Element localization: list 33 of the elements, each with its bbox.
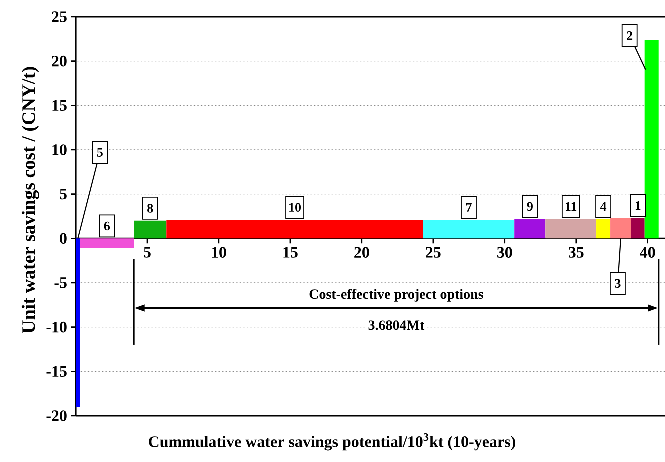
annotation: 10 [290, 203, 302, 212]
x-tick-label: 40 [640, 247, 656, 258]
annotation: 8 [148, 204, 154, 213]
x-tick-label: 10 [212, 247, 226, 258]
annotation: 9 [527, 202, 533, 212]
y-tick-label: -15 [46, 366, 67, 378]
annotation: 7 [466, 203, 472, 212]
annotation: Cost-effective project options [310, 289, 484, 302]
annotation: 3 [615, 279, 621, 288]
annotation: 5 [97, 148, 103, 157]
x-tick-label: 25 [426, 247, 441, 258]
y-tick-label: 0 [60, 233, 67, 244]
y-tick-label: 5 [60, 189, 67, 200]
annotation: 6 [104, 222, 110, 231]
y-tick-label: 25 [52, 12, 67, 22]
y-tick-label: 15 [52, 100, 67, 112]
x-tick-label: 5 [144, 247, 151, 258]
y-tick-label: 20 [52, 56, 67, 67]
annotation: 11 [566, 202, 577, 211]
y-tick-label: 10 [52, 144, 67, 156]
annotation: 2 [627, 32, 633, 40]
x-axis-title: Cummulative water savings potential/10$^{3}$kt (10-years) [149, 434, 516, 451]
annotation: 4 [600, 202, 607, 211]
y-tick-label: -10 [46, 322, 67, 333]
annotation: 3.6804Mt [368, 320, 425, 330]
x-tick-label: 20 [354, 247, 370, 258]
y-axis-title: Unit water savings cost / (CNY/t) [22, 67, 40, 334]
x-tick-label: 30 [497, 247, 512, 258]
y-tick-label: -20 [46, 410, 67, 422]
x-tick-label: 35 [568, 247, 584, 258]
annotation: 1 [636, 202, 641, 210]
x-tick-label: 15 [284, 247, 298, 258]
y-tick-label: -5 [54, 278, 67, 288]
